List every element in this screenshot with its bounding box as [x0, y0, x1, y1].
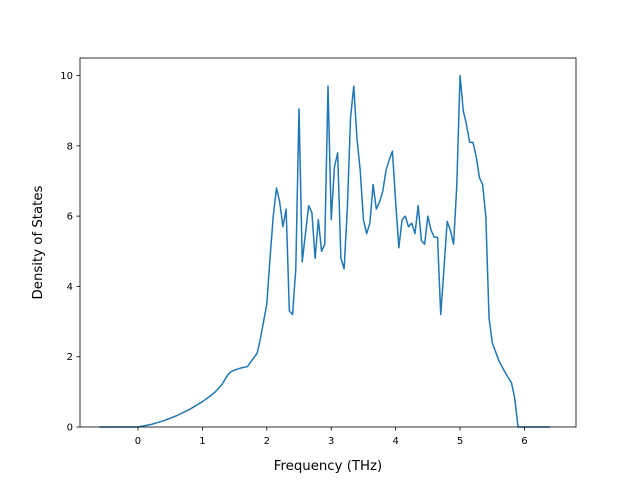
x-tick-label: 4 — [392, 436, 398, 447]
dos-series-line-0 — [99, 74, 551, 428]
y-tick-label: 2 — [67, 352, 73, 363]
y-axis: 0 2 4 6 8 10 — [60, 71, 80, 434]
y-tick-label: 0 — [67, 423, 73, 434]
axes-frame — [79, 57, 577, 428]
y-tick-label: 8 — [67, 141, 73, 152]
x-tick-label: 6 — [521, 436, 527, 447]
y-axis-title: Density of States — [31, 185, 46, 299]
x-tick-label: 3 — [328, 436, 334, 447]
x-tick-label: 2 — [264, 436, 270, 447]
plot-area — [99, 74, 551, 428]
x-axis-title: Frequency (THz) — [274, 459, 382, 474]
x-axis: 0 1 2 3 4 5 6 — [135, 427, 528, 447]
x-tick-label: 0 — [135, 436, 141, 447]
y-tick-label: 10 — [60, 71, 73, 82]
y-tick-label: 4 — [67, 282, 73, 293]
x-tick-label: 5 — [457, 436, 463, 447]
y-tick-label: 6 — [67, 212, 73, 223]
x-tick-label: 1 — [199, 436, 205, 447]
